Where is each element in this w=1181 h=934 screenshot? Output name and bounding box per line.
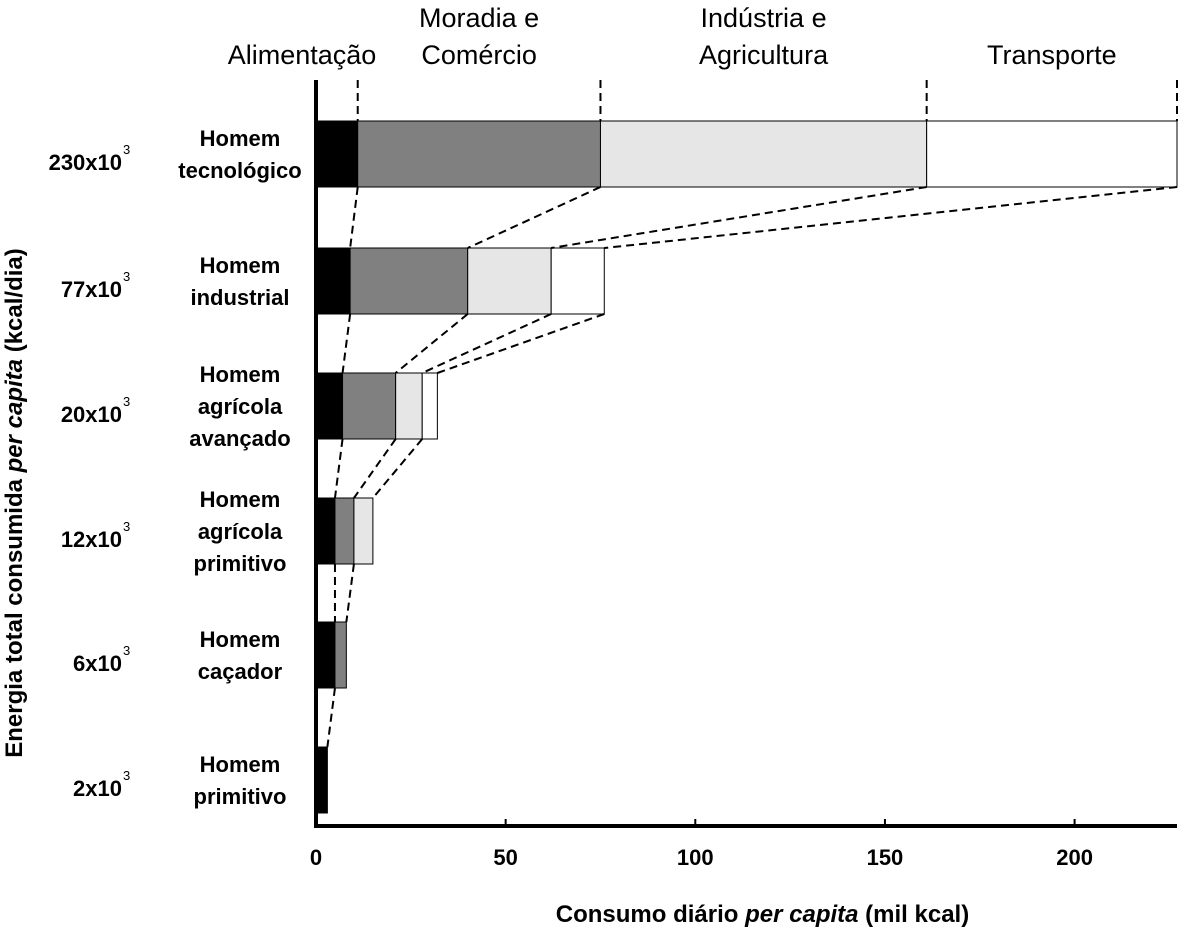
series-header-2-line1: Agricultura [699,40,829,70]
category-label-row2-line2: avançado [189,426,291,451]
category-label-row3-line1: agrícola [198,519,283,544]
bar-row1-seg0 [315,247,351,315]
total-label-row3: 12x10 [61,527,122,552]
connector-row0-b4 [604,186,1178,249]
category-label-row2-line0: Homem [200,362,281,387]
bar-row3-seg1 [334,497,355,565]
total-label-row1: 77x10 [61,277,122,302]
connector-row0-b2 [467,186,601,249]
total-label-row5: 2x10 [73,776,122,801]
x-axis-title-italic: per capita [744,901,858,928]
category-label-row3-line0: Homem [200,487,281,512]
bar-row2-seg3 [421,372,438,440]
connector-row3-b2 [345,563,355,623]
bar-row1-seg2 [467,247,552,315]
x-tick-label-100: 100 [677,845,714,870]
category-label-row5-line1: primitivo [194,784,287,809]
bar-row0-seg0 [315,120,359,188]
total-exponent-row1: 3 [123,269,130,284]
series-header-3-line0: Transporte [987,40,1117,70]
category-label-row4-line0: Homem [200,627,281,652]
series-header-1-line1: Comércio [421,40,537,70]
x-tick-label-50: 50 [493,845,517,870]
total-exponent-row5: 3 [123,768,130,783]
total-label-row0: 230x10 [49,150,122,175]
connector-row1-b2 [395,313,469,374]
x-tick-label-150: 150 [867,845,904,870]
category-label-row3-line2: primitivo [194,551,287,576]
bar-row0-seg1 [357,120,601,188]
bar-row2-seg0 [315,372,344,440]
bar-row4-seg1 [334,621,347,689]
x-axis-title: Consumo diário per capita (mil kcal) [556,901,969,928]
category-label-row2-line1: agrícola [198,394,283,419]
y-axis-title: Energia total consumida per capita (kcal… [1,248,28,758]
bar-row4-seg0 [315,621,336,689]
bar-row0-seg2 [599,120,928,188]
series-header-2-line0: Indústria e [701,3,827,33]
series-header-1-line0: Moradia e [419,3,539,33]
x-axis-title-prefix: Consumo diário [556,901,745,928]
bar-row3-seg0 [315,497,336,565]
total-exponent-row3: 3 [123,519,130,534]
total-exponent-row0: 3 [123,142,130,157]
total-label-row2: 20x10 [61,402,122,427]
total-exponent-row4: 3 [123,643,130,658]
connector-row2-b2 [353,438,397,499]
connector-row4-b1 [326,687,336,748]
bar-row1-seg1 [349,247,469,315]
category-label-row5-line0: Homem [200,752,281,777]
connector-row0-b3 [551,186,927,249]
connector-row1-b4 [437,313,605,374]
category-label-row0-line1: tecnológico [178,158,301,183]
total-exponent-row2: 3 [123,394,130,409]
total-label-row4: 6x10 [73,651,122,676]
bar-row2-seg2 [395,372,423,440]
category-label-row1-line0: Homem [200,253,281,278]
connector-row0-b1 [349,186,359,249]
x-axis-title-suffix: (mil kcal) [859,901,970,928]
y-axis-title-suffix: (kcal/dia) [1,248,28,359]
connector-row1-b1 [341,313,352,374]
x-tick-label-0: 0 [310,845,322,870]
bar-row3-seg2 [353,497,374,565]
category-label-row1-line1: industrial [190,285,289,310]
connector-row2-b3 [372,438,423,499]
series-header-0-line0: Alimentação [228,40,377,70]
connector-row2-b1 [333,438,344,499]
x-tick-label-200: 200 [1056,845,1093,870]
connector-row1-b3 [421,313,552,374]
category-label-row0-line0: Homem [200,126,281,151]
bar-row2-seg1 [342,372,397,440]
bar-row0-seg3 [926,120,1178,188]
y-axis-title-italic: per capita [1,359,28,473]
y-axis-title-prefix: Energia total consumida [1,472,28,757]
category-label-row4-line1: caçador [198,659,283,684]
bar-row1-seg3 [550,247,605,315]
